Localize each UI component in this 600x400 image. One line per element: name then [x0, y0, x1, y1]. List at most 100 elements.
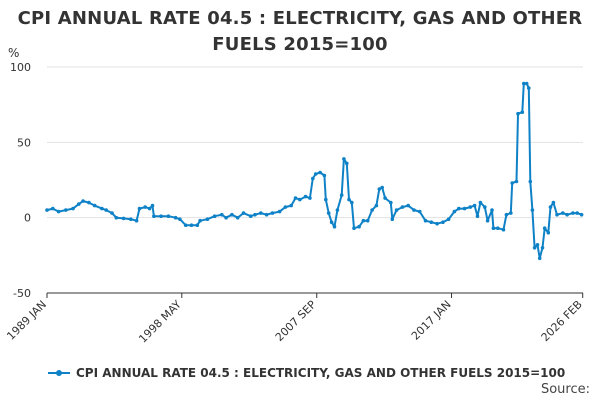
data-point — [326, 211, 331, 215]
data-point — [51, 206, 55, 211]
chart-title-line-1: CPI ANNUAL RATE 04.5 : ELECTRICITY, GAS … — [17, 8, 583, 29]
data-point — [510, 181, 514, 185]
data-point — [579, 212, 584, 217]
data-point — [173, 215, 178, 220]
data-point — [383, 196, 387, 200]
data-point — [121, 216, 126, 221]
data-point — [303, 194, 308, 199]
data-point — [230, 212, 234, 217]
data-point — [64, 208, 68, 212]
data-point — [143, 205, 147, 209]
data-point — [339, 193, 344, 197]
data-point — [380, 185, 385, 190]
data-point — [457, 206, 461, 211]
data-point — [345, 161, 349, 166]
data-point — [137, 206, 142, 211]
data-point — [198, 218, 202, 223]
data-point — [253, 212, 257, 217]
data-point — [352, 226, 356, 230]
data-point — [575, 211, 579, 215]
data-point — [435, 221, 439, 226]
data-point — [485, 218, 490, 223]
data-point — [129, 217, 133, 221]
series-line — [46, 82, 582, 260]
data-point — [270, 211, 275, 215]
data-point — [468, 205, 473, 209]
chart-title-line-2: FUELS 2015=100 — [212, 34, 388, 55]
data-point — [532, 246, 537, 250]
data-point — [298, 197, 302, 202]
data-point — [522, 81, 526, 86]
data-point — [277, 209, 282, 214]
data-point — [220, 212, 224, 217]
data-point — [224, 215, 228, 220]
gridlines — [47, 66, 583, 219]
data-point — [475, 214, 480, 218]
data-point — [313, 172, 318, 176]
data-point — [516, 111, 520, 116]
x-axis: 1989 JAN 1998 MAY 2007 SEP 2017 JAN 2026 FEB — [4, 292, 585, 346]
data-point — [406, 203, 411, 208]
data-point — [159, 214, 163, 218]
series-group — [45, 81, 584, 261]
data-point — [496, 226, 500, 230]
legend[interactable]: CPI ANNUAL RATE 04.5 : ELECTRICITY, GAS … — [48, 366, 565, 380]
data-point — [551, 200, 556, 205]
data-point — [100, 206, 104, 211]
data-point — [322, 173, 327, 178]
data-point — [429, 220, 434, 224]
data-point — [520, 110, 525, 114]
y-tick-label: 100 — [10, 61, 31, 74]
data-point — [514, 179, 519, 184]
data-point — [357, 224, 361, 229]
data-point — [342, 157, 346, 161]
data-point — [527, 86, 531, 90]
data-point — [546, 230, 551, 235]
data-point — [335, 208, 340, 212]
data-point — [92, 203, 97, 208]
data-point — [308, 196, 312, 200]
data-point — [400, 205, 405, 209]
data-point — [195, 223, 200, 227]
x-tick-label: 2007 SEP — [273, 298, 319, 344]
data-point — [311, 176, 315, 181]
data-point — [542, 226, 547, 230]
y-tick-label: 50 — [17, 136, 31, 149]
data-point — [150, 203, 155, 208]
y-tick-label: -50 — [13, 287, 31, 300]
data-point — [472, 203, 477, 208]
data-point — [535, 243, 540, 247]
x-tick-label: 2026 FEB — [539, 298, 585, 344]
data-point — [205, 217, 210, 221]
data-point — [241, 211, 246, 215]
data-point — [152, 214, 156, 218]
data-point — [189, 223, 194, 227]
data-point — [452, 209, 457, 214]
data-point — [565, 212, 569, 217]
data-point — [528, 179, 533, 184]
data-point — [555, 212, 559, 217]
data-point — [110, 211, 114, 215]
data-point — [462, 206, 467, 211]
data-point — [114, 215, 119, 220]
data-point — [524, 81, 529, 86]
chart-title: CPI ANNUAL RATE 04.5 : ELECTRICITY, GAS … — [0, 6, 600, 58]
data-point — [264, 212, 269, 217]
data-point — [504, 212, 509, 217]
data-point — [478, 200, 483, 205]
data-point — [501, 227, 506, 232]
source-label: Source: — [540, 382, 590, 397]
data-point — [389, 200, 393, 205]
data-point — [248, 214, 253, 218]
data-point — [283, 205, 288, 209]
data-point — [289, 203, 294, 208]
data-point — [350, 200, 354, 205]
data-point — [332, 224, 337, 229]
data-point — [537, 256, 542, 261]
data-point — [293, 196, 298, 200]
data-point — [361, 218, 366, 223]
data-point — [548, 205, 553, 209]
data-point — [490, 208, 494, 212]
x-tick-label: 1989 JAN — [4, 298, 49, 343]
